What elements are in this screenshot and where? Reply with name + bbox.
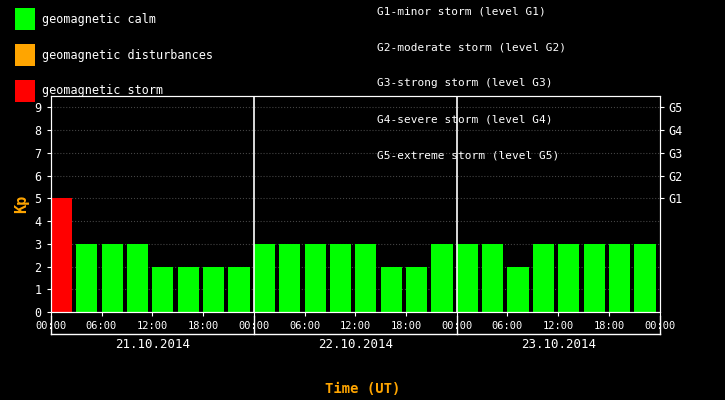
Bar <box>330 244 351 312</box>
Bar <box>228 266 249 312</box>
Bar <box>76 244 97 312</box>
Bar <box>482 244 503 312</box>
Text: 21.10.2014: 21.10.2014 <box>115 338 190 351</box>
Bar <box>304 244 326 312</box>
Text: Time (UT): Time (UT) <box>325 382 400 396</box>
Text: G3-strong storm (level G3): G3-strong storm (level G3) <box>377 78 552 88</box>
Text: G5-extreme storm (level G5): G5-extreme storm (level G5) <box>377 150 559 160</box>
Bar <box>203 266 224 312</box>
Text: geomagnetic storm: geomagnetic storm <box>42 84 163 98</box>
Bar <box>127 244 148 312</box>
Bar <box>102 244 123 312</box>
Bar <box>279 244 300 312</box>
Text: G4-severe storm (level G4): G4-severe storm (level G4) <box>377 114 552 124</box>
Bar <box>609 244 630 312</box>
Bar <box>51 198 72 312</box>
Bar <box>634 244 655 312</box>
Text: G1-minor storm (level G1): G1-minor storm (level G1) <box>377 6 546 16</box>
Text: 22.10.2014: 22.10.2014 <box>318 338 393 351</box>
Y-axis label: Kp: Kp <box>14 195 29 213</box>
Bar <box>507 266 529 312</box>
Bar <box>254 244 275 312</box>
Text: geomagnetic disturbances: geomagnetic disturbances <box>42 48 213 62</box>
Bar <box>431 244 452 312</box>
Bar <box>178 266 199 312</box>
Bar <box>152 266 173 312</box>
Bar <box>406 266 427 312</box>
Bar <box>457 244 478 312</box>
Bar <box>558 244 579 312</box>
Bar <box>533 244 554 312</box>
Bar <box>355 244 376 312</box>
Text: G2-moderate storm (level G2): G2-moderate storm (level G2) <box>377 42 566 52</box>
Bar <box>381 266 402 312</box>
Bar <box>584 244 605 312</box>
Text: 23.10.2014: 23.10.2014 <box>521 338 596 351</box>
Text: geomagnetic calm: geomagnetic calm <box>42 12 156 26</box>
